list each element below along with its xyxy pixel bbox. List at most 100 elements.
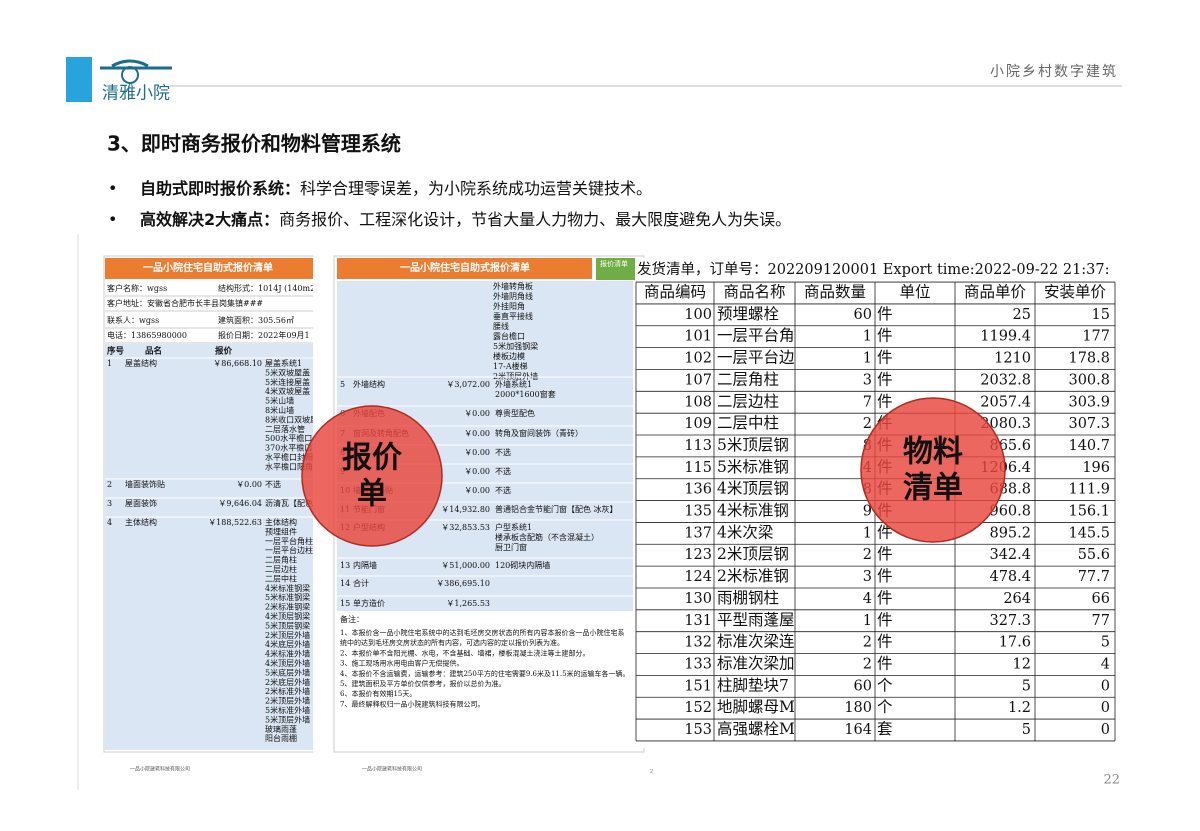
bullet-bold: 自助式即时报价系统： <box>140 179 300 198</box>
cell-text: 164 <box>844 722 872 738</box>
cell-text: 108 <box>684 394 712 410</box>
cell-text: 100 <box>684 307 712 323</box>
sheet-title: 一品小院住宅自助式报价清单 <box>400 261 530 274</box>
cell-text: 4米次梁 <box>717 523 773 541</box>
cell-text: 124 <box>684 569 712 585</box>
cell-text: 不选 <box>265 479 281 489</box>
cell-text: 5米底层外墙 <box>265 667 310 677</box>
cell-text: 内隔墙 <box>353 560 377 570</box>
cell-text: 平型雨蓬屋 <box>717 611 795 629</box>
cell-text: 2 <box>107 480 112 489</box>
column-header: 商品数量 <box>804 283 866 301</box>
cell-text: 2米标准钢 <box>717 567 789 585</box>
cell-text: 个 <box>877 698 893 716</box>
cell-text: 二层边柱 <box>265 564 297 574</box>
cell-text: 2米顶层钢 <box>717 545 789 563</box>
cell-text: ￥32,853.53 <box>441 523 490 532</box>
cell-text: 5 <box>1101 635 1110 651</box>
cell-text: 屋面装饰 <box>125 498 157 508</box>
cell-text: ￥0.00 <box>464 429 490 438</box>
cell-text: 4米顶层外墙 <box>265 658 310 668</box>
tag: 报价清单 <box>600 259 628 268</box>
cell-text: ￥86,668.10 <box>213 359 262 368</box>
cell-text: 4 <box>107 518 112 527</box>
cell-text: 5米山墙 <box>265 396 294 406</box>
column-header: 安装单价 <box>1044 283 1107 301</box>
cell-text: 5 <box>340 380 345 389</box>
cell-text: 2米顶层外墙 <box>493 371 538 381</box>
cell-text: 115 <box>684 460 712 476</box>
cell-text: 件 <box>877 305 893 323</box>
cell-text: ￥0.00 <box>464 467 490 476</box>
cell-text: 133 <box>684 656 712 672</box>
cell-text: 件 <box>877 611 893 629</box>
cell-text: 尊贵型配色 <box>495 408 535 418</box>
cell-text: 180 <box>844 700 872 716</box>
callout-text: 单 <box>357 477 387 512</box>
cell-text: 5米连接屋盖 <box>265 377 310 387</box>
cell-text: 0 <box>1101 722 1110 738</box>
cell-text: 外挂阳角 <box>493 301 525 311</box>
column-header: 品名 <box>145 346 162 357</box>
cell-text: 0 <box>1101 700 1110 716</box>
cell-text: 2米底层外墙 <box>265 677 310 687</box>
cell-text: 13 <box>340 561 350 570</box>
cell-text: ￥9,646.04 <box>218 499 262 508</box>
cell-text: 一层平台角 <box>717 327 795 345</box>
bullet-marker: • <box>108 179 117 198</box>
cell-text: 件 <box>877 545 893 563</box>
cell-text: 客户名称：wgss <box>107 283 167 293</box>
table-caption: 发货清单，订单号：202209120001 Export time:2022-0… <box>637 261 1110 278</box>
cell-text: 2米标准外墙 <box>265 686 310 696</box>
bullet: 高效解决2大痛点：商务报价、工程深化设计，节省大量人力物力、最大限度避免人为失误… <box>140 210 791 229</box>
cell-text: 101 <box>684 329 712 345</box>
cell-text: 5米标准钢 <box>717 458 789 476</box>
cell-text: 二层角柱 <box>265 555 297 565</box>
cell-text: 件 <box>877 349 893 367</box>
cell-text: 外墙转角板 <box>493 281 533 291</box>
cell-text: 2 <box>863 656 872 672</box>
cell-text: 户型系统1 <box>495 522 532 532</box>
cell-text: 2032.8 <box>980 372 1031 388</box>
table-bg <box>105 344 313 750</box>
cell-text: 件 <box>877 654 893 672</box>
note: 1、本报价含一品小院住宅系统中的达到毛坯房交房状态的所有内容本报价含一品小院住宅… <box>340 628 624 637</box>
cell-text: 9 <box>863 504 872 520</box>
cell-text: 主体结构 <box>125 517 157 527</box>
cell-text: 960.8 <box>989 504 1031 520</box>
cell-text: 二层角柱 <box>717 370 779 388</box>
cell-text: 500水平檐口 <box>265 433 312 443</box>
cell-text: 件 <box>877 523 893 541</box>
footer: 一品小院建筑科技有限公司 <box>130 766 190 773</box>
cell-text: 楼承板含配筋（不含混凝土） <box>495 532 599 542</box>
sheet-header <box>105 258 313 279</box>
cell-text: 478.4 <box>989 569 1031 585</box>
cell-text: 建筑面积：305.56㎡ <box>218 315 294 325</box>
cell-text: 4米标准钢梁 <box>265 583 310 593</box>
cell-text: 件 <box>877 589 893 607</box>
cell-text: 5米顶层钢梁 <box>265 620 310 630</box>
note: 2、本报价单不含阳光棚、水电，不含基础、墙裙，楼板混凝土浇注等土建部分。 <box>340 648 589 657</box>
sheet-header <box>337 258 592 279</box>
cell-text: 件 <box>877 567 893 585</box>
cell-text: 柱脚垫块7 <box>717 676 789 694</box>
cell-text: 136 <box>684 482 712 498</box>
callout-text: 物料 <box>903 435 963 470</box>
cell-text: 130 <box>684 591 712 607</box>
cell-text: 电话：13865980000 <box>107 330 187 340</box>
cell-text: 2米顶层外墙 <box>265 630 310 640</box>
callout-circle <box>860 397 1006 543</box>
cell-text: 1210 <box>994 351 1031 367</box>
cell-text: 2米标准钢梁 <box>265 602 310 612</box>
cell-text: 套 <box>877 720 893 738</box>
cell-text: 预埋组件 <box>265 526 297 536</box>
cell-text: 地脚螺母M <box>717 698 795 716</box>
cell-text: 外墙阴角线 <box>493 291 533 301</box>
cell-text: ￥1,265.53 <box>446 599 490 608</box>
cell-text: 墙面装饰贴 <box>125 479 165 489</box>
cell-text: 196 <box>1082 460 1110 476</box>
cell-text: 外墙结构 <box>353 379 385 389</box>
cell-text: 5 <box>1022 678 1031 694</box>
cell-text: 不选 <box>495 466 511 476</box>
